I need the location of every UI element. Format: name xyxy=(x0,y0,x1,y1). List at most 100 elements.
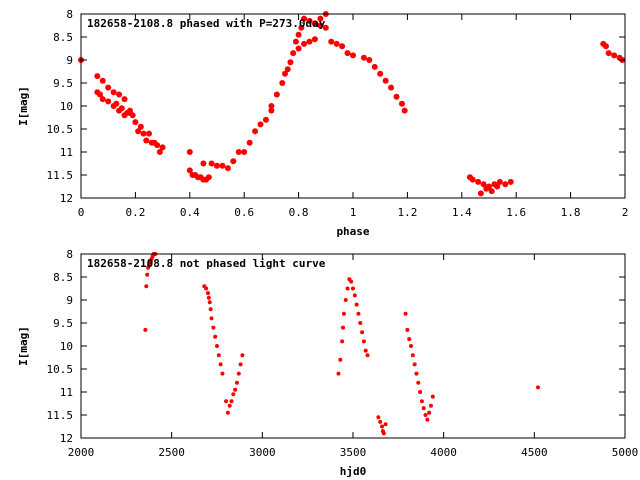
phased-data-point xyxy=(388,84,395,91)
unphased-x-tick-label: 3500 xyxy=(340,446,367,459)
unphased-y-ticks: 8 8.5 9 9.5 10 10.5 11 11.5 12 xyxy=(47,248,625,445)
unphased-data-point xyxy=(229,399,234,404)
phased-data-point xyxy=(398,100,405,107)
phased-data-point xyxy=(284,66,291,73)
phased-data-point xyxy=(105,84,112,91)
phased-y-tick-label: 10 xyxy=(60,100,73,113)
unphased-data-point xyxy=(363,348,368,353)
unphased-data-point xyxy=(345,286,350,291)
unphased-data-point xyxy=(336,371,341,376)
phased-data-point xyxy=(298,24,305,31)
unphased-data-point xyxy=(220,371,225,376)
unphased-data-point xyxy=(383,422,388,427)
unphased-data-point xyxy=(423,413,428,417)
phased-data-point xyxy=(110,89,117,96)
phased-data-point xyxy=(480,181,487,188)
phased-data-point xyxy=(317,15,324,22)
phased-data-points xyxy=(78,11,626,197)
unphased-data-point xyxy=(234,380,239,385)
phased-data-point xyxy=(143,137,150,144)
phased-data-point xyxy=(371,63,378,70)
phased-x-tick-label: 0.6 xyxy=(234,206,254,219)
phased-data-point xyxy=(230,158,237,165)
phased-data-point xyxy=(219,162,226,169)
phased-data-point xyxy=(366,57,373,63)
phased-data-point xyxy=(279,80,286,86)
unphased-data-point xyxy=(376,415,381,420)
phased-y-ticks: 8 8.5 9 9.5 10 10.5 11 11.5 12 xyxy=(47,8,625,205)
phased-data-point xyxy=(186,167,193,174)
unphased-x-axis-label: hjd0 xyxy=(340,465,367,478)
unphased-x-tick-label: 2500 xyxy=(158,446,185,459)
phased-data-point xyxy=(118,105,125,112)
unphased-data-point xyxy=(409,344,414,348)
phased-data-point xyxy=(401,107,408,114)
phased-data-point xyxy=(97,91,104,98)
phased-data-point xyxy=(116,91,123,98)
unphased-data-point xyxy=(225,410,230,415)
unphased-data-point xyxy=(227,403,232,408)
unphased-data-point xyxy=(205,291,210,296)
phased-data-point xyxy=(151,139,158,146)
phased-data-point xyxy=(306,17,313,24)
unphased-data-point xyxy=(341,325,346,330)
unphased-data-point xyxy=(211,325,216,330)
phased-data-point xyxy=(306,38,313,45)
phased-data-point xyxy=(146,130,152,137)
phased-plot-title: 182658-2108.8 phased with P=273.0day xyxy=(87,17,326,30)
phased-data-point xyxy=(292,38,299,45)
unphased-data-point xyxy=(208,307,213,312)
unphased-data-point xyxy=(403,311,408,316)
phased-data-point xyxy=(301,40,308,47)
phased-data-point xyxy=(159,144,166,151)
phased-data-point xyxy=(377,70,384,77)
unphased-data-point xyxy=(421,406,426,411)
unphased-y-tick-label: 9 xyxy=(66,294,73,307)
phased-data-point xyxy=(483,185,490,192)
phased-y-tick-label: 11 xyxy=(60,146,73,159)
phased-x-tick-label: 0.2 xyxy=(125,206,145,219)
unphased-data-point xyxy=(224,399,229,404)
unphased-data-points xyxy=(143,252,540,436)
unphased-data-point xyxy=(204,286,209,291)
unphased-y-tick-label: 8.5 xyxy=(53,271,73,284)
phased-data-point xyxy=(224,165,231,172)
phased-data-point xyxy=(186,149,193,155)
phased-data-point xyxy=(208,160,215,167)
phased-data-point xyxy=(99,77,106,84)
phased-data-point xyxy=(311,36,318,43)
phased-data-point xyxy=(129,112,136,119)
unphased-data-point xyxy=(338,357,343,362)
phased-data-point xyxy=(507,178,514,185)
unphased-data-point xyxy=(410,353,415,358)
unphased-data-point xyxy=(209,316,214,321)
phased-data-point xyxy=(99,96,106,103)
unphased-x-tick-label: 4500 xyxy=(521,446,548,459)
phased-data-point xyxy=(469,176,476,183)
phased-data-point xyxy=(360,54,367,61)
unphased-data-point xyxy=(207,300,212,305)
unphased-data-point xyxy=(238,362,243,367)
unphased-data-point xyxy=(427,410,432,415)
unphased-data-point xyxy=(365,353,370,358)
phased-data-point xyxy=(344,50,351,57)
unphased-data-point xyxy=(430,394,435,399)
phased-data-point xyxy=(252,128,259,135)
phased-data-point xyxy=(605,50,612,57)
unphased-data-point xyxy=(416,380,421,385)
unphased-plot-title: 182658-2108.8 not phased light curve xyxy=(87,257,326,270)
unphased-data-point xyxy=(144,284,149,289)
unphased-data-point xyxy=(414,371,419,376)
phased-x-tick-label: 1 xyxy=(350,206,357,219)
unphased-data-point xyxy=(405,327,410,332)
unphased-data-point xyxy=(231,392,236,397)
unphased-data-point xyxy=(361,339,366,344)
phased-x-tick-label: 1.6 xyxy=(506,206,526,219)
phased-data-point xyxy=(301,15,308,22)
unphased-data-point xyxy=(143,327,148,332)
phased-data-point xyxy=(246,139,253,146)
unphased-x-tick-label: 5000 xyxy=(612,446,639,459)
phased-x-tick-label: 1.8 xyxy=(561,206,581,219)
unphased-y-tick-label: 11 xyxy=(60,386,73,399)
